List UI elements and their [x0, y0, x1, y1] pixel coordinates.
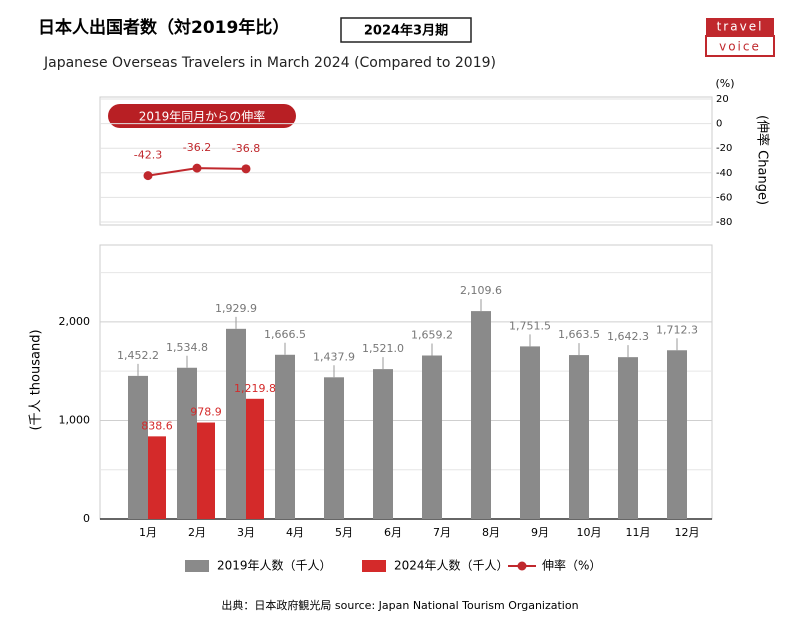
legend-label: 2019年人数（千人）	[217, 558, 332, 573]
y2-tick-label: 20	[716, 94, 729, 105]
y2-tick-label: -60	[716, 192, 732, 203]
y-axis-label: (千人 thousand)	[29, 329, 44, 430]
x-tick-label: 7月	[433, 526, 451, 539]
logo-top	[706, 18, 774, 35]
x-tick-label: 3月	[237, 526, 255, 539]
legend-swatch	[362, 560, 386, 572]
y-unit: (%)	[715, 77, 734, 90]
value-label: 1,642.3	[607, 330, 649, 343]
bar	[422, 355, 442, 519]
y2-tick-label: 0	[716, 119, 722, 130]
subtitle: Japanese Overseas Travelers in March 202…	[43, 55, 496, 71]
y-tick-label: 2,000	[59, 315, 91, 328]
bar	[275, 354, 295, 519]
y-tick-label: 0	[83, 512, 90, 525]
bar	[177, 367, 197, 519]
legend-swatch	[517, 561, 527, 571]
x-tick-label: 4月	[286, 526, 304, 539]
x-tick-label: 9月	[531, 526, 549, 539]
legend-label: 2024年人数（千人）	[394, 558, 509, 573]
x-tick-label: 1月	[139, 526, 157, 539]
x-tick-label: 11月	[626, 526, 651, 539]
value-label: 1,659.2	[411, 328, 453, 341]
bar	[373, 369, 393, 519]
panel-label: 2019年同月からの伸率	[139, 109, 266, 124]
value-label: 1,751.5	[509, 319, 551, 332]
x-tick-label: 2月	[188, 526, 206, 539]
value-label: 838.6	[141, 419, 173, 432]
y2-tick-label: -80	[716, 217, 732, 228]
x-tick-label: 6月	[384, 526, 402, 539]
panel-label-bg	[108, 104, 296, 128]
x-tick-label: 8月	[482, 526, 500, 539]
value-label: 1,663.5	[558, 328, 600, 341]
logo-bottom	[705, 35, 775, 57]
x-tick-label: 12月	[675, 526, 700, 539]
period-box	[340, 17, 472, 43]
value-label: 1,666.5	[264, 328, 306, 341]
value-label: -42.3	[134, 149, 162, 162]
point	[241, 164, 251, 174]
source: 出典：日本政府観光局 source: Japan National Touris…	[221, 598, 578, 612]
bar	[226, 328, 246, 519]
bar	[128, 375, 148, 519]
x-tick-label: 10月	[577, 526, 602, 539]
title: 日本人出国者数（対2019年比）	[38, 17, 289, 38]
value-label: 1,452.2	[117, 349, 159, 362]
value-label: 978.9	[190, 406, 222, 419]
period: 2024年3月期	[364, 23, 448, 39]
value-label: 1,712.3	[656, 323, 698, 336]
value-label: -36.8	[232, 142, 260, 155]
value-label: 1,521.0	[362, 342, 404, 355]
y-tick-label: 1,000	[59, 413, 91, 426]
bar	[148, 436, 166, 519]
bar	[618, 357, 638, 519]
bar	[197, 422, 215, 519]
value-label: 1,929.9	[215, 302, 257, 315]
bar	[520, 346, 540, 519]
value-label: 1,437.9	[313, 350, 355, 363]
bar	[667, 350, 687, 519]
y2-tick-label: -40	[716, 168, 732, 179]
y2-tick-label: -20	[716, 143, 732, 154]
logo-text: voice	[719, 40, 761, 54]
bar	[324, 377, 344, 519]
logo-text: travel	[717, 20, 764, 34]
value-label: 1,534.8	[166, 341, 208, 354]
legend-label: 伸率（%）	[542, 558, 601, 573]
value-label: 1,219.8	[234, 382, 276, 395]
value-label: -36.2	[183, 141, 211, 154]
legend-swatch	[185, 560, 209, 572]
bar	[246, 398, 264, 519]
value-label: 2,109.6	[460, 284, 502, 297]
bar	[569, 355, 589, 519]
point	[192, 163, 202, 173]
y2-axis-label: (伸率 Change)	[755, 115, 771, 205]
x-tick-label: 5月	[335, 526, 353, 539]
bar	[471, 311, 491, 519]
point	[143, 171, 153, 181]
